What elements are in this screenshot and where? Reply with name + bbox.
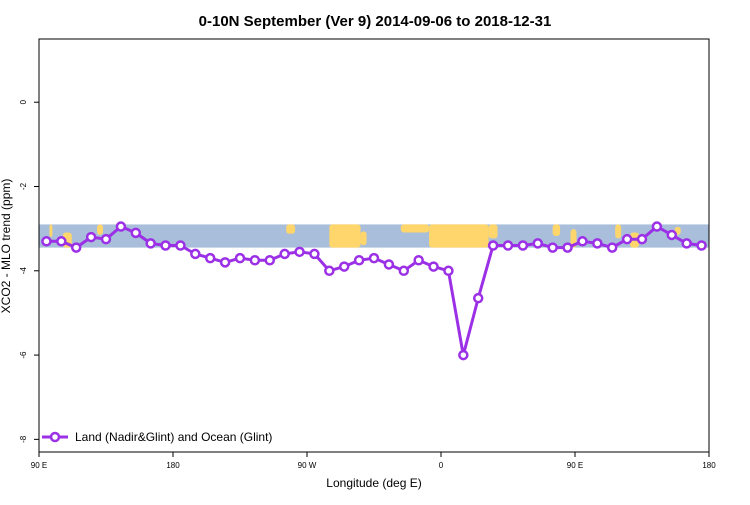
x-tick-label: 180 [166,461,180,470]
data-point [204,252,216,264]
data-point [190,248,201,260]
land-patch [49,224,53,238]
data-point [70,242,82,253]
data-point [383,259,395,270]
y-axis: 0 -2 -4 -6 -8 [19,99,39,443]
data-point [428,261,439,272]
legend-label: Land (Nadir&Glint) and Ocean (Glint) [75,430,272,444]
land-patch [360,231,367,246]
land-patch [329,224,361,248]
data-point [443,265,454,277]
data-point [175,240,186,251]
data-point [517,240,529,251]
chart-title: 0-10N September (Ver 9) 2014-09-06 to 20… [199,13,552,30]
land-patch [429,224,489,248]
plot-frame [38,38,710,453]
data-point [458,349,469,361]
data-point [577,236,588,247]
data-point [41,236,52,247]
data-point [413,255,424,266]
x-tick-label: 90 E [567,461,583,470]
legend-marker-swatch [49,431,61,443]
y-tick-label: -4 [19,267,28,275]
data-point [56,236,67,247]
data-point [547,242,558,253]
x-axis-label: Longitude (deg E) [326,476,421,490]
land-patch [552,224,561,237]
x-tick-label: 180 [702,461,716,470]
data-point [279,248,290,260]
data-point [309,248,320,260]
data-point [487,240,499,251]
data-point [234,252,246,264]
land-patch [400,224,430,233]
data-point [249,255,261,266]
y-tick-label: -6 [19,351,28,359]
data-point [85,231,97,243]
data-point [651,221,663,232]
data-point [294,246,305,258]
data-point [532,238,544,249]
land-patch [488,224,498,239]
y-tick-label: -8 [19,435,28,443]
data-point [592,238,603,249]
data-point [368,252,380,264]
data-point [636,233,648,245]
y-tick-label: -2 [19,182,28,190]
series-layer [41,221,707,361]
data-point [338,261,350,272]
x-axis: 90 E 180 90 W 0 90 E 180 [31,452,716,470]
data-point [100,233,112,245]
data-point [502,240,514,251]
y-tick-label: 0 [19,99,28,104]
land-patch [615,224,622,239]
data-point [666,229,678,241]
data-point [160,240,171,251]
data-point [681,238,692,249]
land-patch [97,224,104,235]
data-point [472,292,484,304]
y-axis-label: XCO2 - MLO trend (ppm) [0,179,13,314]
legend: Land (Nadir&Glint) and Ocean (Glint) [42,430,272,444]
data-point [353,255,365,266]
data-point [324,265,335,277]
x-tick-label: 90 W [298,461,317,470]
data-point [621,233,633,245]
data-point [562,242,573,253]
data-point [145,238,156,249]
data-point [130,227,142,239]
data-point [398,265,410,277]
x-tick-label: 90 E [31,461,47,470]
data-point [115,221,127,232]
data-point [219,257,231,268]
x-tick-label: 0 [439,461,444,470]
data-point [696,240,707,251]
land-patch [286,224,296,234]
data-point [606,242,618,253]
data-point [264,255,276,266]
